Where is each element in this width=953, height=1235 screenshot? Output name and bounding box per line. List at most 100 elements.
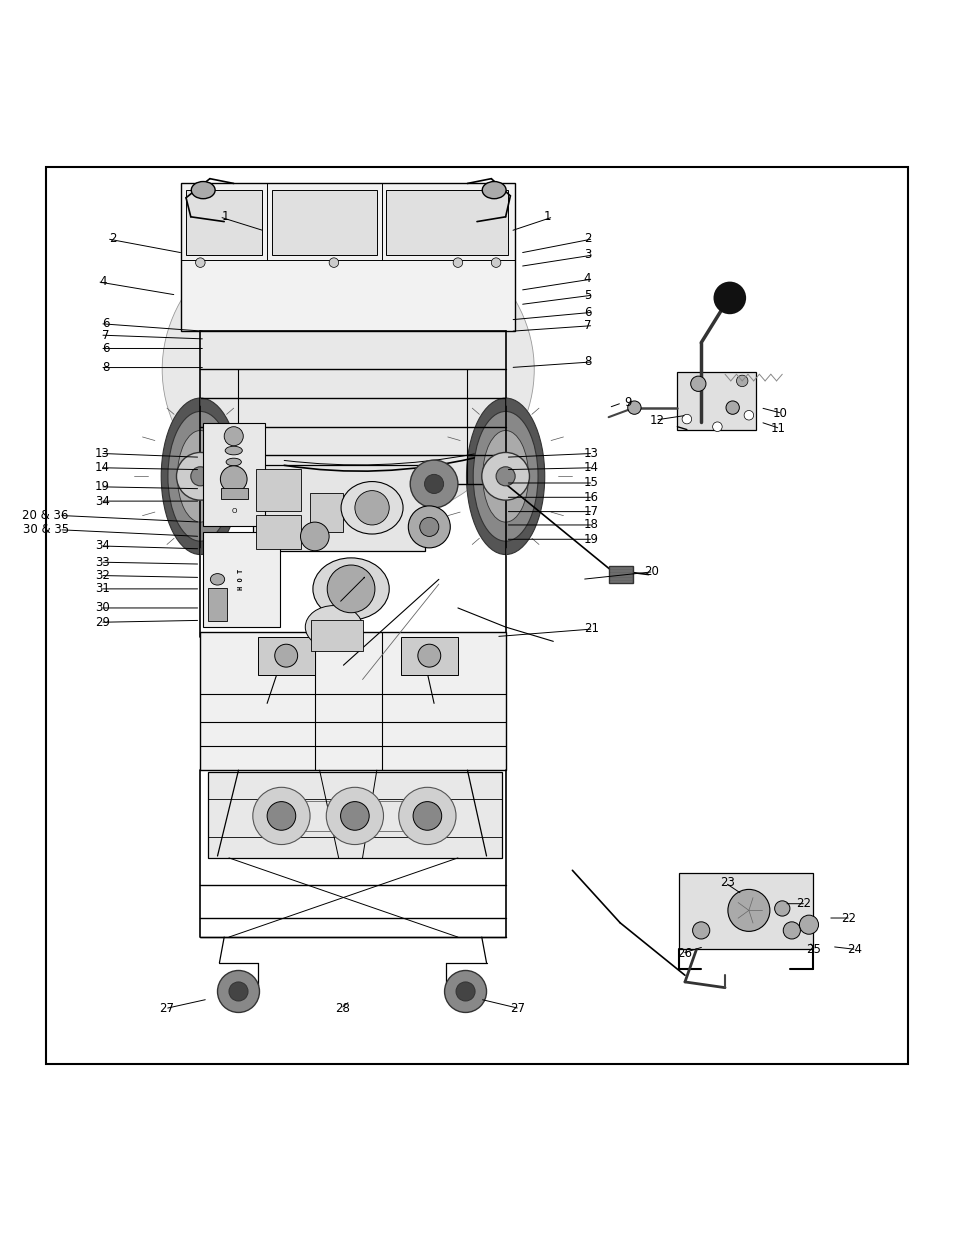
Circle shape — [274, 645, 297, 667]
Bar — [186, 190, 262, 254]
Text: 21: 21 — [583, 622, 598, 636]
Circle shape — [417, 645, 440, 667]
Bar — [255, 468, 301, 510]
Bar — [255, 515, 301, 548]
Text: 8: 8 — [102, 361, 110, 374]
Circle shape — [329, 258, 338, 268]
Circle shape — [413, 802, 441, 830]
Circle shape — [327, 566, 375, 613]
Bar — [386, 190, 508, 254]
Circle shape — [725, 401, 739, 414]
Circle shape — [782, 921, 800, 939]
Text: 20: 20 — [643, 566, 659, 578]
Circle shape — [398, 787, 456, 845]
Text: 20 & 36: 20 & 36 — [22, 509, 69, 522]
Bar — [208, 772, 501, 858]
Ellipse shape — [313, 558, 389, 620]
Circle shape — [456, 982, 475, 1002]
FancyArrowPatch shape — [340, 577, 364, 601]
Bar — [608, 566, 632, 583]
Text: 18: 18 — [583, 519, 598, 531]
Bar — [272, 190, 376, 254]
Ellipse shape — [210, 573, 225, 585]
Circle shape — [692, 921, 709, 939]
Text: 15: 15 — [583, 477, 598, 489]
Text: 10: 10 — [772, 406, 787, 420]
Circle shape — [444, 971, 486, 1013]
Ellipse shape — [341, 482, 402, 534]
Bar — [221, 488, 248, 499]
Ellipse shape — [191, 182, 215, 199]
Circle shape — [799, 915, 818, 934]
Ellipse shape — [177, 431, 223, 522]
Text: 32: 32 — [94, 569, 110, 582]
Bar — [679, 873, 812, 950]
Text: 16: 16 — [583, 490, 598, 504]
Text: 13: 13 — [94, 447, 110, 459]
Circle shape — [743, 410, 753, 420]
Circle shape — [224, 427, 243, 446]
Ellipse shape — [161, 398, 239, 555]
Circle shape — [217, 971, 259, 1013]
Circle shape — [424, 474, 443, 494]
Bar — [181, 184, 515, 331]
Text: 27: 27 — [159, 1002, 174, 1015]
Text: 5: 5 — [583, 289, 591, 301]
Bar — [208, 588, 227, 621]
Circle shape — [736, 375, 747, 387]
Circle shape — [340, 802, 369, 830]
Text: H O T: H O T — [238, 568, 244, 590]
Text: 7: 7 — [102, 329, 110, 342]
Circle shape — [220, 466, 247, 493]
Circle shape — [496, 467, 515, 485]
Circle shape — [419, 517, 438, 536]
Text: 12: 12 — [649, 414, 664, 426]
Text: 14: 14 — [94, 461, 110, 474]
Bar — [257, 636, 314, 674]
Text: 2: 2 — [109, 232, 116, 246]
Text: 22: 22 — [841, 911, 856, 925]
Ellipse shape — [481, 182, 505, 199]
Text: O: O — [232, 508, 237, 514]
Ellipse shape — [305, 605, 362, 648]
Ellipse shape — [226, 458, 241, 466]
Ellipse shape — [482, 431, 528, 522]
Text: 11: 11 — [770, 422, 785, 435]
Text: 22: 22 — [796, 897, 811, 910]
Circle shape — [491, 258, 500, 268]
Text: 4: 4 — [99, 275, 107, 288]
Circle shape — [355, 490, 389, 525]
Bar — [677, 372, 755, 430]
Bar — [253, 464, 424, 551]
Bar — [200, 632, 505, 771]
Circle shape — [453, 258, 462, 268]
Circle shape — [690, 377, 705, 391]
Circle shape — [712, 422, 721, 431]
Text: 31: 31 — [94, 583, 110, 595]
Circle shape — [300, 522, 329, 551]
Text: 6: 6 — [102, 317, 110, 330]
Ellipse shape — [473, 411, 537, 541]
Ellipse shape — [168, 411, 233, 541]
Bar — [203, 422, 265, 526]
Text: 7: 7 — [583, 319, 591, 332]
Text: 30 & 35: 30 & 35 — [23, 524, 69, 536]
Circle shape — [681, 414, 691, 424]
Text: 13: 13 — [583, 447, 598, 459]
Circle shape — [774, 900, 789, 916]
Circle shape — [714, 283, 744, 314]
Text: 30: 30 — [95, 601, 110, 615]
Text: 27: 27 — [510, 1002, 525, 1015]
Circle shape — [267, 802, 295, 830]
Bar — [310, 494, 343, 531]
Circle shape — [229, 982, 248, 1002]
Circle shape — [627, 401, 640, 414]
Text: 29: 29 — [94, 616, 110, 629]
Text: 9: 9 — [623, 396, 631, 409]
Bar — [203, 531, 279, 627]
Circle shape — [727, 889, 769, 931]
Text: 4: 4 — [583, 273, 591, 285]
Text: 8: 8 — [583, 356, 591, 368]
Ellipse shape — [162, 212, 534, 527]
Text: 24: 24 — [846, 944, 862, 956]
